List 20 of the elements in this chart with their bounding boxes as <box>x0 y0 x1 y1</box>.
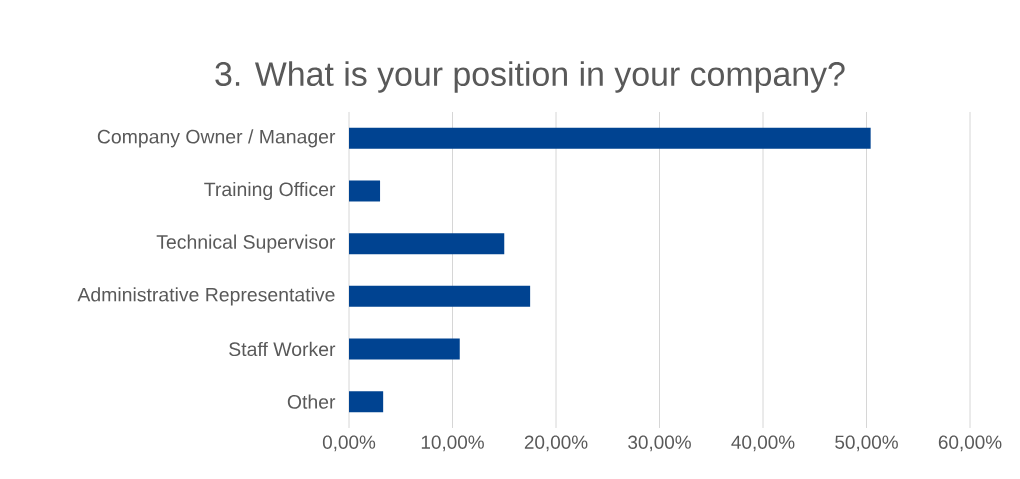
x-tick-label: 60,00% <box>938 435 1002 452</box>
y-tick-label: Other <box>287 394 336 409</box>
y-tick-label: Company Owner / Manager <box>97 129 336 148</box>
x-tick-label: 20,00% <box>524 435 588 452</box>
bar <box>349 391 384 413</box>
bar <box>349 285 531 307</box>
x-tick-label: 50,00% <box>835 435 898 452</box>
chart-title: 3. What is your position in your company? <box>215 61 845 93</box>
bar <box>349 338 460 360</box>
bar <box>349 233 505 255</box>
y-tick-label: Staff Worker <box>229 341 336 357</box>
x-tick-label: 40,00% <box>731 435 795 452</box>
bar <box>349 127 871 149</box>
x-tick-label: 10,00% <box>421 435 484 452</box>
y-tick-label: Training Officer <box>204 181 336 201</box>
y-tick-label: Administrative Representative <box>77 287 335 306</box>
bar <box>349 180 381 202</box>
y-tick-label: Technical Supervisor <box>156 234 336 253</box>
x-tick-label: 0,00% <box>322 435 376 452</box>
x-tick-label: 30,00% <box>628 435 691 452</box>
